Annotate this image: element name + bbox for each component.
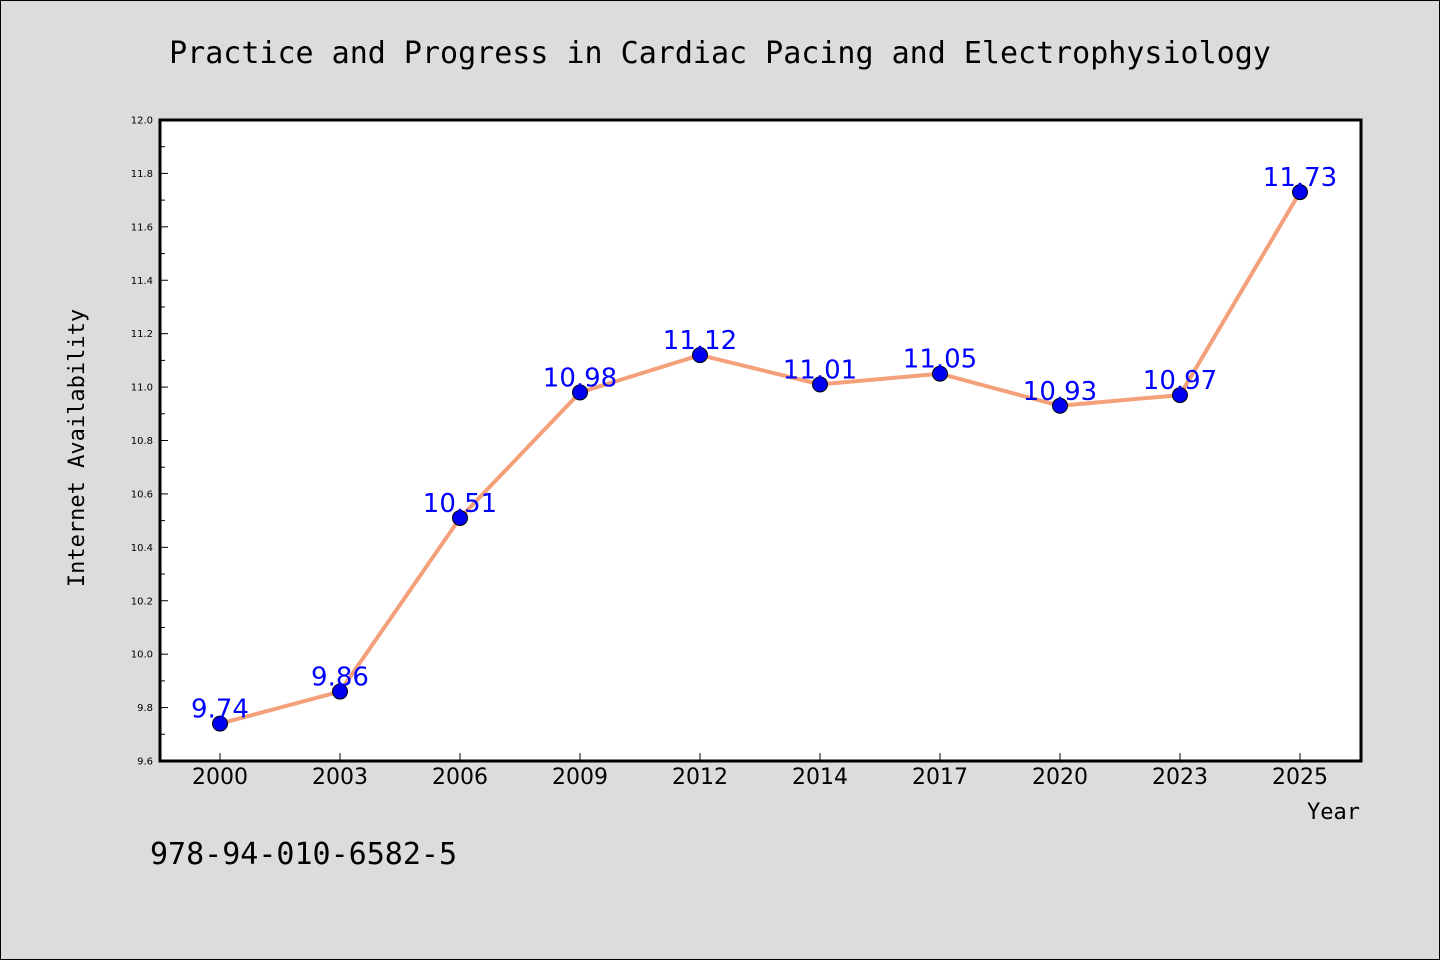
y-tick-label: 10.8 bbox=[131, 436, 153, 447]
data-markers bbox=[212, 184, 1308, 732]
data-label: 10.51 bbox=[423, 489, 497, 519]
data-label: 10.97 bbox=[1143, 366, 1217, 396]
data-point bbox=[1292, 184, 1308, 201]
data-point bbox=[1052, 397, 1068, 414]
data-label: 11.05 bbox=[903, 345, 977, 375]
x-tick-label: 2000 bbox=[192, 765, 248, 790]
plot-border bbox=[158, 118, 1363, 763]
data-point bbox=[812, 376, 828, 393]
x-tick-label: 2020 bbox=[1032, 765, 1088, 790]
data-label: 9.86 bbox=[311, 663, 369, 693]
y-tick-label: 12.0 bbox=[131, 116, 153, 127]
y-tick-label: 11.0 bbox=[131, 383, 153, 394]
x-tick-label: 2006 bbox=[432, 765, 488, 790]
x-tick-label: 2017 bbox=[912, 765, 968, 790]
data-label: 9.74 bbox=[191, 695, 249, 725]
x-axis-label: Year bbox=[1307, 800, 1360, 825]
data-point bbox=[932, 365, 948, 382]
data-point bbox=[332, 683, 348, 700]
data-label: 11.73 bbox=[1263, 163, 1337, 193]
y-tick-label: 10.4 bbox=[131, 543, 153, 554]
data-point bbox=[212, 715, 228, 732]
x-tick-label: 2003 bbox=[312, 765, 368, 790]
data-point bbox=[572, 384, 588, 401]
y-tick-label: 11.4 bbox=[131, 276, 153, 287]
y-tick-label: 11.6 bbox=[131, 222, 153, 233]
data-point bbox=[1172, 387, 1188, 404]
y-tick-label: 10.6 bbox=[131, 489, 153, 500]
x-axis-ticks: 2000 2003 2006 2009 2012 2014 2017 2020 2023 2025 bbox=[192, 753, 1328, 790]
data-label: 11.01 bbox=[783, 355, 857, 385]
data-point bbox=[692, 347, 708, 364]
y-tick-label: 9.6 bbox=[137, 757, 153, 768]
data-label: 10.98 bbox=[543, 363, 617, 393]
chart-title: Practice and Progress in Cardiac Pacing … bbox=[169, 36, 1271, 71]
footer-note: 978-94-010-6582-5 bbox=[150, 837, 457, 872]
series-line bbox=[219, 191, 1302, 726]
y-tick-label: 11.8 bbox=[131, 169, 153, 180]
x-tick-label: 2012 bbox=[672, 765, 728, 790]
data-labels: 9.74 9.86 10.51 10.98 11.12 11.01 11.05 10.93 10… bbox=[191, 163, 1337, 724]
data-point bbox=[452, 509, 468, 526]
data-label: 10.93 bbox=[1023, 377, 1097, 407]
y-tick-label: 10.0 bbox=[131, 650, 153, 661]
x-tick-label: 2023 bbox=[1152, 765, 1208, 790]
x-tick-label: 2025 bbox=[1272, 765, 1328, 790]
y-tick-label: 10.2 bbox=[131, 596, 153, 607]
plot-area bbox=[160, 120, 1361, 761]
data-label: 11.12 bbox=[663, 326, 737, 356]
y-tick-label: 9.8 bbox=[137, 703, 153, 714]
x-tick-label: 2014 bbox=[792, 765, 848, 790]
y-axis-label: Internet Availability bbox=[65, 309, 90, 587]
y-tick-label: 11.2 bbox=[131, 329, 153, 340]
x-tick-label: 2009 bbox=[552, 765, 608, 790]
